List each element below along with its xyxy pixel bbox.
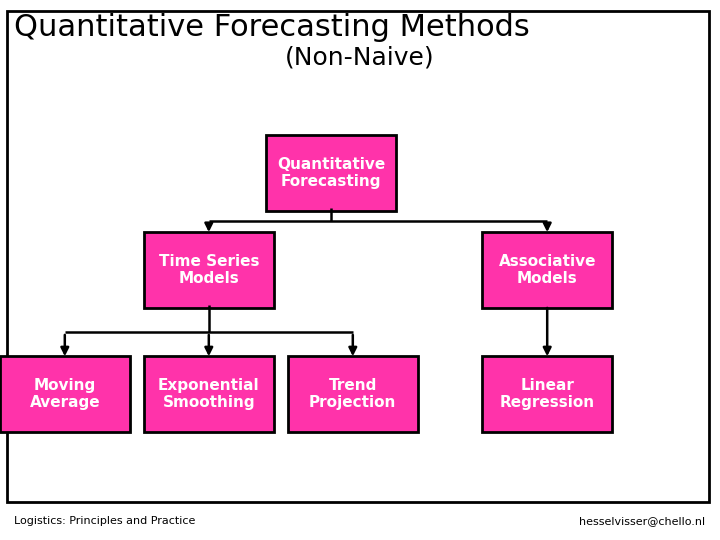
Text: Associative
Models: Associative Models [498, 254, 596, 286]
Text: Moving
Average: Moving Average [30, 378, 100, 410]
FancyBboxPatch shape [482, 232, 612, 308]
FancyBboxPatch shape [144, 356, 274, 432]
FancyBboxPatch shape [144, 232, 274, 308]
Text: Time Series
Models: Time Series Models [158, 254, 259, 286]
Text: Quantitative
Forecasting: Quantitative Forecasting [277, 157, 385, 189]
Text: Linear
Regression: Linear Regression [500, 378, 595, 410]
Text: Trend
Projection: Trend Projection [309, 378, 397, 410]
FancyBboxPatch shape [482, 356, 612, 432]
Text: Logistics: Principles and Practice: Logistics: Principles and Practice [14, 516, 196, 526]
Text: Quantitative Forecasting Methods: Quantitative Forecasting Methods [14, 14, 530, 43]
FancyBboxPatch shape [266, 135, 396, 211]
Text: (Non-Naive): (Non-Naive) [285, 46, 435, 70]
FancyBboxPatch shape [288, 356, 418, 432]
Text: Exponential
Smoothing: Exponential Smoothing [158, 378, 260, 410]
FancyBboxPatch shape [0, 356, 130, 432]
Text: hesselvisser@chello.nl: hesselvisser@chello.nl [580, 516, 706, 526]
